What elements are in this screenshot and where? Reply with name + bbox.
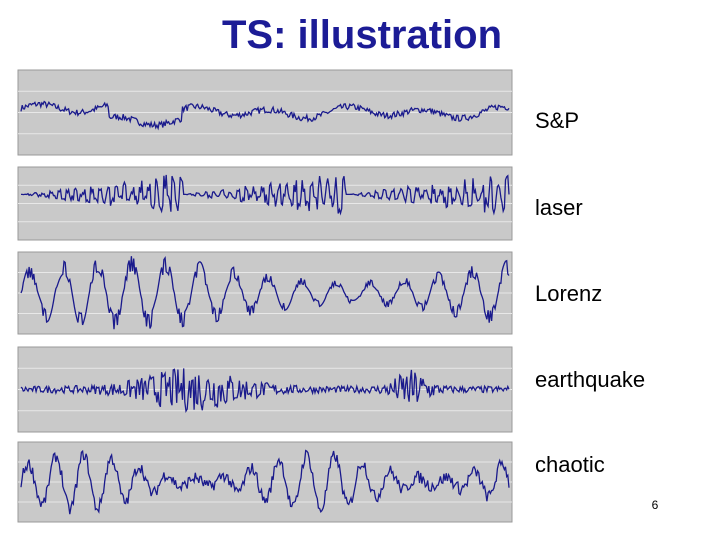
panel-label: earthquake: [535, 367, 645, 392]
panel-label: laser: [535, 195, 583, 220]
waveform: [20, 449, 510, 515]
waveform: [20, 256, 510, 330]
waveform: [20, 368, 510, 414]
panel-label: chaotic: [535, 452, 605, 477]
waveform: [20, 100, 510, 131]
panel-label: Lorenz: [535, 281, 602, 306]
page-number: 6: [652, 498, 659, 512]
slide-title: TS: illustration: [222, 13, 502, 57]
panel-label: S&P: [535, 108, 579, 133]
waveform: [21, 174, 510, 216]
